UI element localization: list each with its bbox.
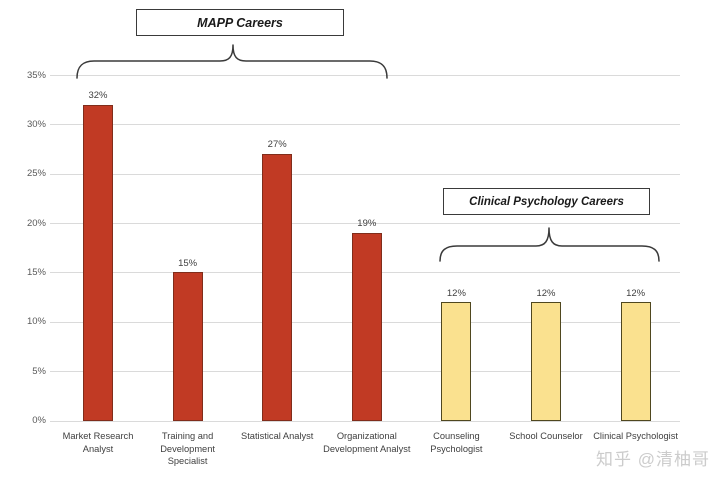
y-axis-tick-label: 25%	[26, 168, 46, 180]
mapp-group-brace	[76, 44, 388, 79]
gridline	[50, 420, 680, 422]
bar-statistical-analyst	[262, 153, 293, 421]
bar-training-and-development-specialist	[172, 272, 203, 421]
mapp-careers-label-box: MAPP Careers	[136, 9, 344, 36]
y-axis-tick-label: 35%	[26, 69, 46, 81]
zhihu-watermark: 知乎 @清柚哥	[596, 450, 710, 469]
bar-school-counselor	[531, 302, 561, 421]
y-axis-tick-label: 30%	[26, 118, 46, 130]
x-axis-category-label: Statistical Analyst	[241, 431, 314, 441]
y-axis-tick-label: 15%	[26, 266, 46, 278]
y-axis-tick-label: 0%	[32, 415, 46, 426]
bar-market-research-analyst	[83, 104, 113, 421]
bar-value-label: 32%	[88, 90, 108, 102]
clinical-psychology-careers-label-box: Clinical Psychology Careers	[443, 188, 650, 215]
gridline	[50, 75, 680, 76]
clinical-psychology-careers-label: Clinical Psychology Careers	[469, 195, 624, 208]
bar-clinical-psychologist	[620, 302, 651, 421]
bar-value-label: 12%	[536, 287, 556, 299]
bar-counseling-psychologist	[441, 302, 472, 421]
bar-organizational-development-analyst	[351, 232, 382, 421]
x-axis-category-label: School Counselor	[509, 431, 583, 441]
x-axis-category-label: Counseling Psychologist	[430, 431, 483, 454]
bar-value-label: 27%	[267, 139, 287, 151]
bar-value-label: 12%	[626, 287, 646, 299]
y-axis-tick-label: 20%	[26, 217, 46, 229]
x-axis-category-label: Organizational Development Analyst	[323, 431, 411, 454]
gridline	[50, 223, 680, 225]
clinical-group-brace	[439, 227, 660, 262]
gridline	[50, 124, 680, 126]
x-axis-category-label: Market Research Analyst	[62, 431, 134, 454]
y-axis-tick-label: 10%	[26, 316, 46, 328]
mapp-careers-label: MAPP Careers	[197, 15, 283, 30]
bar-value-label: 19%	[357, 218, 377, 230]
x-axis-category-label: Clinical Psychologist	[593, 431, 678, 441]
x-axis-category-label: Training and Development Specialist	[160, 431, 215, 467]
bar-value-label: 15%	[178, 257, 198, 269]
y-axis-tick-label: 5%	[32, 365, 46, 377]
gridline	[50, 173, 680, 175]
bar-value-label: 12%	[446, 287, 466, 299]
